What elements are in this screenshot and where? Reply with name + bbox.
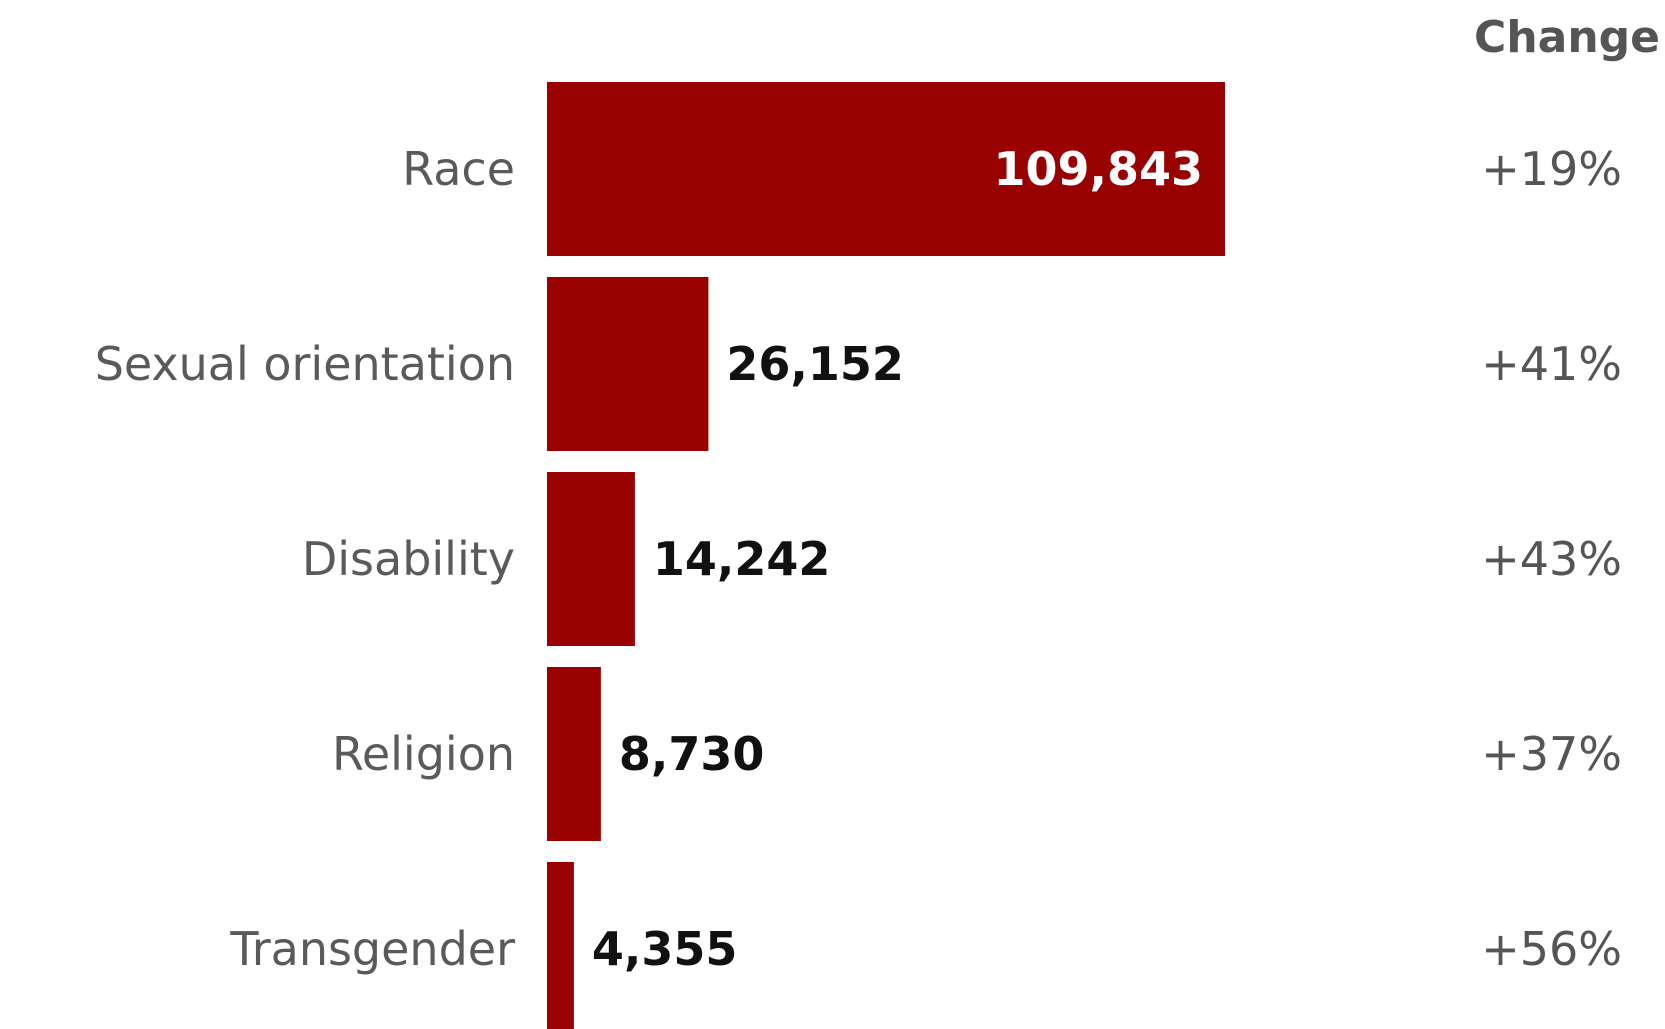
change-column-header: Change <box>1474 12 1660 63</box>
bar-religion <box>547 667 601 841</box>
value-label-religion: 8,730 <box>619 727 765 781</box>
bar-disability <box>547 472 635 646</box>
category-label-race: Race <box>402 142 515 196</box>
category-label-disability: Disability <box>302 532 515 586</box>
value-label-sexual-orientation: 26,152 <box>726 337 904 391</box>
category-label-religion: Religion <box>332 727 515 781</box>
value-label-transgender: 4,355 <box>592 922 738 976</box>
chart-rows: Race 109,843 +19% Sexual orientation 26,152 +… <box>95 82 1622 1029</box>
value-label-race: 109,843 <box>993 142 1203 196</box>
category-label-sexual-orientation: Sexual orientation <box>95 337 515 391</box>
category-label-transgender: Transgender <box>229 922 515 976</box>
bar-race <box>547 82 1225 256</box>
bar-sexual-orientation <box>547 277 709 451</box>
change-label-transgender: +56% <box>1481 922 1622 976</box>
change-label-sexual-orientation: +41% <box>1481 337 1622 391</box>
change-label-race: +19% <box>1481 142 1622 196</box>
value-label-disability: 14,242 <box>653 532 831 586</box>
change-label-religion: +37% <box>1481 727 1622 781</box>
change-label-disability: +43% <box>1481 532 1622 586</box>
bar-transgender <box>547 862 574 1029</box>
